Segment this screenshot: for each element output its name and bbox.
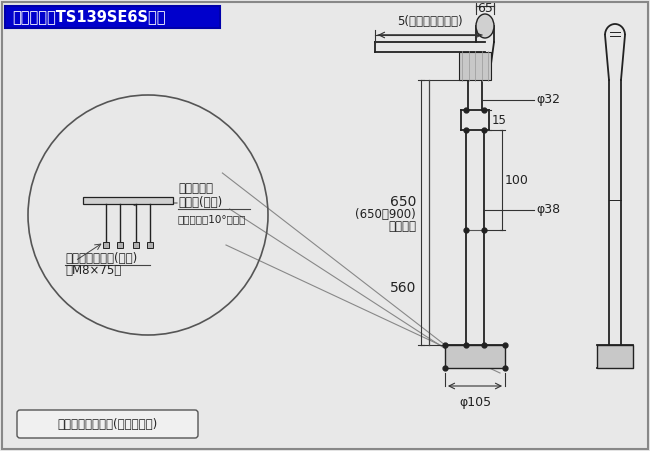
Bar <box>103 242 109 248</box>
Text: φ105: φ105 <box>459 396 491 409</box>
Text: 100: 100 <box>505 174 529 187</box>
Bar <box>83 197 173 203</box>
Text: ＜M8×75＞: ＜M8×75＞ <box>65 264 122 277</box>
Text: 調整可能: 調整可能 <box>388 220 416 233</box>
Text: エンド支柱TS139SE6S寸法: エンド支柱TS139SE6S寸法 <box>12 9 166 24</box>
Text: (650～900): (650～900) <box>356 208 416 221</box>
Ellipse shape <box>476 14 494 38</box>
Text: 材質：ステンレス(鏡面仕上げ): 材質：ステンレス(鏡面仕上げ) <box>57 418 157 431</box>
Bar <box>597 345 633 368</box>
Text: ボルト(同梱): ボルト(同梱) <box>178 195 222 208</box>
Text: 650: 650 <box>389 195 416 210</box>
Text: φ32: φ32 <box>536 93 560 106</box>
Text: 15: 15 <box>492 114 507 126</box>
Bar <box>133 242 139 248</box>
Text: 傾斜調整用: 傾斜調整用 <box>178 181 213 194</box>
Text: ＜対応角度10°以内＞: ＜対応角度10°以内＞ <box>178 214 246 224</box>
Text: 5(手すりの差込代): 5(手すりの差込代) <box>397 15 463 28</box>
Bar <box>147 242 153 248</box>
Text: アンカーボルト(同梱): アンカーボルト(同梱) <box>65 252 137 264</box>
Text: 560: 560 <box>389 281 416 295</box>
Text: 65: 65 <box>477 2 493 15</box>
Bar <box>445 345 505 368</box>
Text: φ38: φ38 <box>536 203 560 216</box>
FancyBboxPatch shape <box>17 410 198 438</box>
Bar <box>459 52 491 80</box>
Bar <box>117 242 123 248</box>
Bar <box>5 6 220 28</box>
